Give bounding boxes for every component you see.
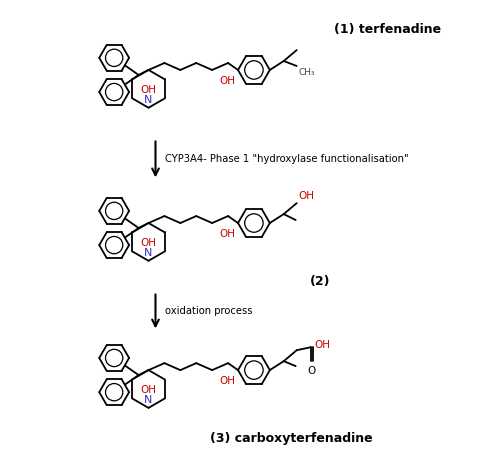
Text: OH: OH [219,376,235,386]
Text: OH: OH [141,85,156,95]
Text: (2): (2) [310,275,330,288]
Text: OH: OH [141,385,156,395]
Text: CYP3A4- Phase 1 "hydroxylase functionalisation": CYP3A4- Phase 1 "hydroxylase functionali… [166,154,409,165]
Text: OH: OH [299,191,315,201]
Text: OH: OH [219,229,235,239]
Text: CH₃: CH₃ [299,68,315,77]
Text: OH: OH [314,340,331,350]
Text: OH: OH [219,76,235,86]
Text: O: O [308,366,316,376]
Text: (3) carboxyterfenadine: (3) carboxyterfenadine [210,432,373,445]
Text: (1) terfenadine: (1) terfenadine [335,23,442,36]
Text: OH: OH [141,238,156,248]
Text: N: N [144,95,153,105]
Text: N: N [144,248,153,258]
Text: N: N [144,395,153,405]
Text: oxidation process: oxidation process [166,307,253,317]
